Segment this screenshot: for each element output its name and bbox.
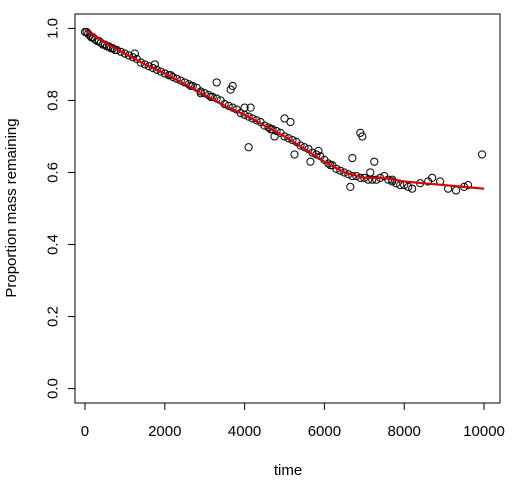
data-point	[370, 157, 379, 166]
data-point	[452, 186, 461, 195]
data-point	[236, 108, 245, 118]
data-point	[286, 117, 295, 127]
data-point	[270, 132, 279, 141]
trend-line	[84, 29, 485, 190]
x-tick-label: 8000	[388, 423, 421, 440]
data-point	[284, 134, 293, 143]
data-point	[306, 157, 315, 166]
data-point	[244, 112, 253, 121]
data-point	[160, 69, 169, 78]
y-tick-label: 0.6	[45, 162, 62, 183]
x-tick-label: 10000	[463, 423, 505, 440]
data-point	[164, 71, 173, 80]
data-point	[280, 132, 289, 141]
y-tick-label: 0.8	[45, 90, 62, 111]
data-point	[372, 175, 381, 184]
data-point	[463, 180, 473, 190]
data-point	[280, 114, 289, 123]
x-tick-label: 2000	[148, 423, 181, 440]
data-point	[477, 150, 487, 159]
data-point	[324, 159, 333, 168]
data-point	[246, 103, 255, 112]
data-point	[346, 182, 355, 191]
data-point	[124, 51, 133, 60]
data-point	[408, 184, 417, 193]
data-point	[364, 175, 373, 184]
x-axis: 0 2000 4000 6000 8000 10000	[81, 402, 505, 440]
y-tick-label: 0.4	[45, 234, 62, 255]
data-point	[326, 161, 335, 170]
y-axis-label: Proportion mass remaining	[3, 118, 20, 297]
y-tick-label: 0.2	[45, 306, 62, 327]
y-tick-label: 1.0	[45, 18, 62, 39]
data-point	[140, 60, 149, 69]
data-point	[314, 146, 323, 155]
data-point	[244, 143, 253, 152]
data-point	[212, 78, 221, 87]
data-point	[152, 65, 161, 74]
data-point	[116, 47, 125, 56]
x-tick-label: 4000	[228, 423, 261, 440]
data-point	[336, 166, 345, 175]
data-point	[156, 67, 165, 76]
x-tick-label: 0	[81, 423, 89, 440]
data-point	[260, 121, 269, 130]
data-point	[356, 128, 365, 137]
y-tick-label: 0.0	[45, 378, 62, 399]
y-axis: 0.0 0.2 0.4 0.6 0.8 1.0	[45, 18, 76, 399]
data-point	[290, 150, 299, 159]
data-point	[348, 153, 357, 163]
data-point	[264, 123, 273, 132]
data-point	[136, 58, 145, 67]
plot-frame	[74, 13, 501, 404]
data-point	[120, 49, 129, 58]
data-points	[80, 27, 487, 195]
data-point	[228, 81, 237, 91]
data-point	[144, 62, 153, 71]
data-point	[266, 125, 275, 134]
data-point	[404, 182, 413, 191]
data-point	[240, 103, 249, 112]
data-point	[368, 175, 377, 184]
data-point	[196, 89, 205, 98]
x-axis-label: time	[274, 462, 302, 479]
data-point	[366, 168, 375, 177]
data-point	[428, 173, 437, 182]
data-point	[130, 49, 139, 58]
x-tick-label: 6000	[308, 423, 341, 440]
